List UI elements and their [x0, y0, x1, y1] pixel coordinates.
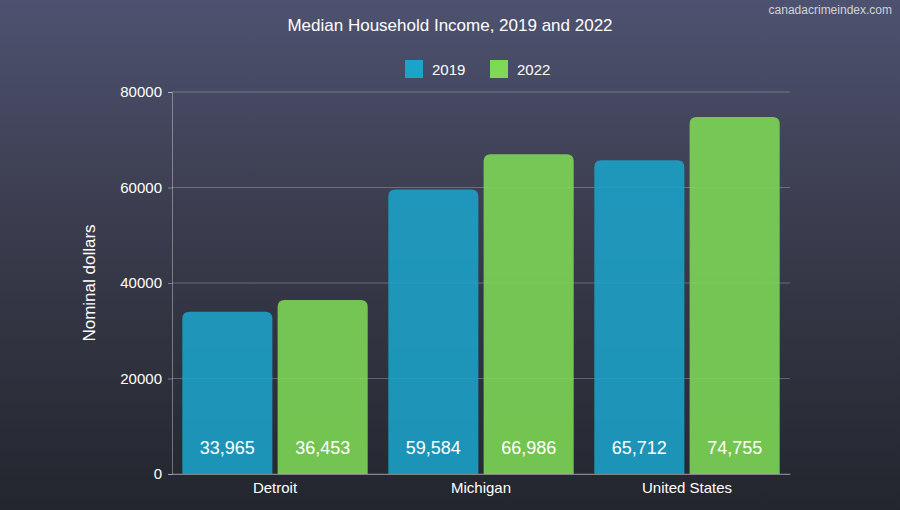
y-tick: 80000 — [120, 83, 172, 100]
y-tick-mark — [168, 188, 172, 189]
legend-swatch — [490, 60, 508, 78]
legend: 2019 2022 — [405, 60, 550, 78]
x-tick-label: United States — [642, 479, 732, 496]
y-axis-title: Nominal dollars — [80, 224, 99, 341]
bar — [278, 300, 368, 474]
bar — [690, 117, 780, 474]
bars — [182, 117, 779, 474]
legend-label: 2022 — [517, 61, 550, 78]
y-tick-label: 0 — [154, 465, 162, 482]
chart-title: Median Household Income, 2019 and 2022 — [287, 16, 612, 35]
legend-swatch — [405, 60, 423, 78]
y-tick: 0 — [154, 465, 172, 482]
y-axis-line — [168, 93, 173, 475]
background — [0, 0, 900, 510]
data-label: 66,986 — [501, 438, 556, 458]
y-tick-mark — [168, 92, 172, 93]
data-label: 59,584 — [406, 438, 461, 458]
y-tick-label: 80000 — [120, 83, 162, 100]
bar — [484, 154, 574, 474]
bar — [182, 312, 272, 474]
bar — [594, 160, 684, 474]
y-tick-mark — [168, 283, 172, 284]
y-tick: 20000 — [120, 370, 172, 387]
x-axis-line — [173, 474, 791, 475]
x-axis: Detroit Michigan United States — [173, 474, 791, 496]
x-tick: United States — [642, 474, 732, 496]
y-tick: 60000 — [120, 179, 172, 196]
y-tick-label: 60000 — [120, 179, 162, 196]
data-labels: 33,965 59,584 65,712 36,453 66,986 74,755 — [200, 438, 762, 458]
x-tick-label: Michigan — [451, 479, 511, 496]
y-tick: 40000 — [120, 274, 172, 291]
grid-line — [172, 92, 790, 93]
chart-svg: Median Household Income, 2019 and 2022 ca… — [0, 0, 900, 510]
grid — [172, 92, 790, 474]
y-tick-mark — [168, 474, 172, 475]
y-axis: 0 20000 40000 60000 80000 — [120, 83, 172, 482]
data-label: 74,755 — [707, 438, 762, 458]
legend-label: 2019 — [432, 61, 465, 78]
data-label: 36,453 — [295, 438, 350, 458]
y-tick-label: 20000 — [120, 370, 162, 387]
x-tick: Detroit — [253, 474, 298, 496]
x-tick-label: Detroit — [253, 479, 298, 496]
chart-container: Median Household Income, 2019 and 2022 ca… — [0, 0, 900, 510]
source-annotation: canadacrimeindex.com — [769, 3, 892, 17]
y-tick-mark — [168, 379, 172, 380]
data-label: 65,712 — [612, 438, 667, 458]
y-tick-label: 40000 — [120, 274, 162, 291]
x-tick: Michigan — [451, 474, 511, 496]
bar — [388, 189, 478, 474]
data-label: 33,965 — [200, 438, 255, 458]
